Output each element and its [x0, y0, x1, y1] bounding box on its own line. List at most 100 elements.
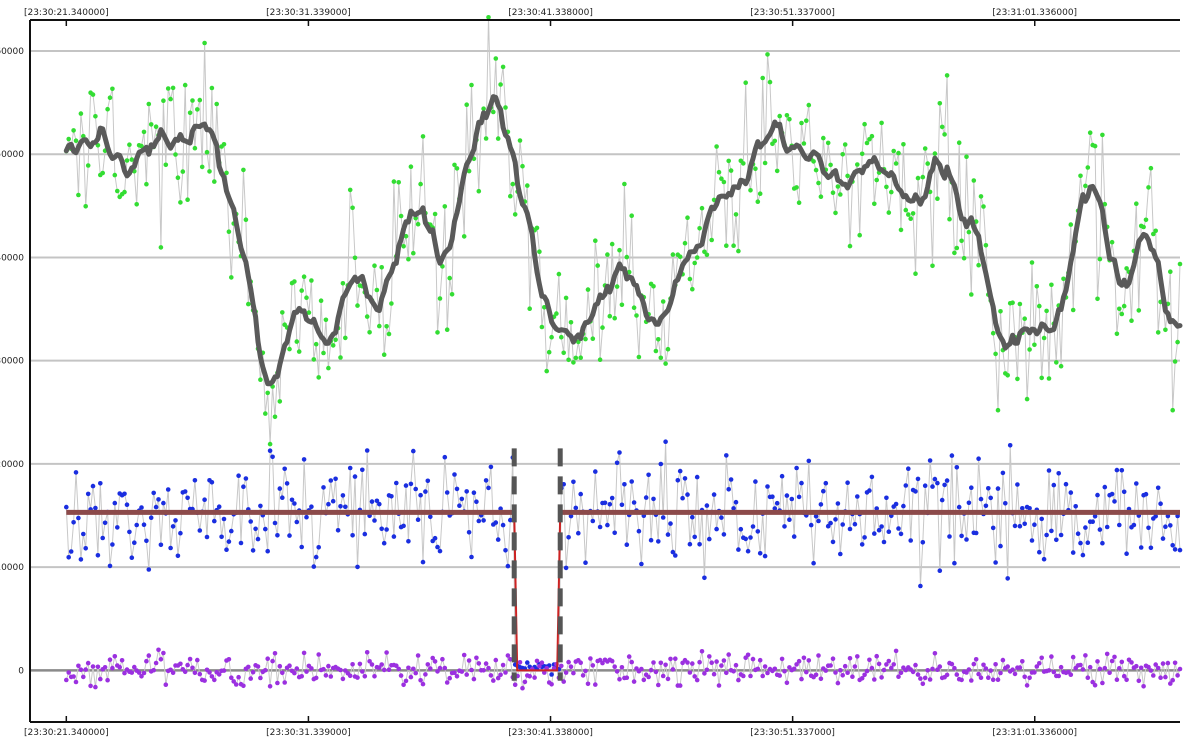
- middle-data-point: [374, 498, 380, 504]
- lower-data-point: [651, 660, 656, 665]
- lower-data-point: [1124, 677, 1129, 683]
- middle-data-point: [1163, 524, 1168, 529]
- lower-data-point: [1087, 664, 1093, 670]
- lower-data-point: [983, 666, 989, 671]
- middle-data-point: [770, 494, 775, 500]
- middle-data-point: [823, 480, 829, 486]
- lower-data-point: [105, 677, 110, 683]
- lower-data-point: [629, 659, 634, 665]
- x-tick-label-top: [23:30:41.338000]: [508, 8, 593, 18]
- upper-data-point: [784, 113, 790, 118]
- middle-data-point: [624, 542, 630, 547]
- upper-data-point: [542, 305, 547, 310]
- lower-data-point: [694, 677, 700, 683]
- lower-data-point: [248, 676, 253, 681]
- middle-data-point: [711, 492, 717, 497]
- middle-data-point: [330, 498, 336, 504]
- x-tick-label-bottom: [23:30:21.340000]: [24, 728, 109, 738]
- middle-data-point: [782, 524, 787, 529]
- lower-data-point: [500, 662, 506, 668]
- middle-data-point: [469, 554, 474, 560]
- lower-data-point: [1104, 651, 1110, 657]
- middle-data-point: [578, 491, 583, 497]
- lower-data-point: [609, 658, 615, 664]
- middle-data-point: [1058, 532, 1064, 538]
- upper-data-point: [896, 150, 901, 156]
- middle-data-point: [364, 448, 370, 453]
- lower-data-point: [212, 677, 217, 683]
- middle-data-point: [753, 479, 758, 484]
- middle-data-point: [707, 536, 712, 542]
- lower-data-point: [709, 660, 714, 665]
- upper-data-point: [180, 169, 186, 174]
- upper-data-point: [682, 240, 688, 246]
- middle-data-point: [1027, 506, 1032, 511]
- lower-data-point: [1032, 670, 1037, 675]
- lower-data-point: [852, 664, 858, 669]
- middle-data-point: [146, 567, 152, 572]
- series-layer: [63, 14, 1183, 691]
- upper-data-point: [287, 346, 292, 352]
- middle-data-point: [566, 535, 571, 540]
- upper-data-point: [821, 135, 826, 141]
- lower-data-point: [486, 665, 491, 671]
- middle-data-point: [1054, 537, 1059, 543]
- lower-data-point: [631, 679, 637, 684]
- lower-data-point: [112, 654, 118, 659]
- lower-data-point: [801, 655, 807, 661]
- middle-data-point: [369, 499, 375, 504]
- upper-data-point: [1058, 363, 1064, 369]
- lower-data-point: [469, 667, 474, 673]
- middle-data-point: [983, 503, 989, 509]
- middle-data-point: [100, 535, 105, 541]
- lower-data-point: [301, 650, 307, 656]
- lower-data-point: [508, 657, 513, 662]
- middle-data-point: [884, 495, 889, 501]
- upper-data-point: [990, 330, 996, 336]
- lower-data-point: [1097, 666, 1103, 672]
- upper-data-point: [435, 330, 440, 335]
- lower-data-point: [178, 661, 183, 667]
- upper-data-point: [444, 327, 450, 333]
- upper-data-point: [214, 101, 219, 107]
- middle-data-point: [794, 465, 799, 471]
- lower-data-point: [328, 674, 334, 679]
- lower-data-point: [1112, 654, 1117, 660]
- middle-data-point: [736, 547, 741, 552]
- lower-data-point: [136, 670, 142, 675]
- middle-data-point: [643, 495, 649, 500]
- lower-data-point: [806, 658, 812, 663]
- middle-data-point: [204, 534, 210, 540]
- middle-data-point: [442, 454, 448, 460]
- upper-data-point: [956, 140, 962, 145]
- lower-data-point: [1163, 674, 1168, 680]
- lower-data-point: [1017, 665, 1023, 670]
- middle-data-point: [500, 522, 506, 528]
- middle-data-point: [165, 487, 171, 492]
- y-tick-label: 40000: [0, 253, 24, 263]
- lower-data-point: [117, 664, 122, 670]
- lower-data-point: [255, 664, 261, 669]
- middle-data-point: [927, 458, 933, 463]
- upper-data-point: [571, 360, 576, 365]
- lower-data-point: [593, 682, 598, 687]
- middle-data-point: [646, 472, 651, 478]
- upper-data-point: [1022, 316, 1027, 322]
- middle-data-point: [920, 540, 926, 545]
- upper-data-point: [1175, 339, 1180, 345]
- upper-data-point: [568, 320, 574, 325]
- upper-data-point: [165, 86, 171, 91]
- middle-data-point: [549, 672, 554, 677]
- lower-data-point: [233, 682, 239, 687]
- lower-data-point: [364, 650, 370, 655]
- middle-data-point: [229, 528, 234, 534]
- upper-data-point: [500, 64, 506, 70]
- middle-data-point: [648, 537, 654, 543]
- lower-data-point: [236, 674, 241, 680]
- upper-data-point: [139, 143, 144, 149]
- upper-data-point: [76, 192, 81, 198]
- upper-data-point: [418, 181, 423, 187]
- upper-data-point: [263, 411, 268, 416]
